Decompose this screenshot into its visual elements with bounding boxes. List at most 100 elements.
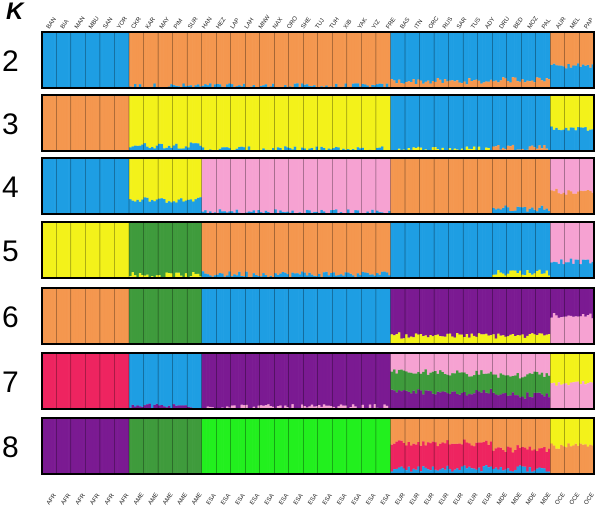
bar-k2-esa-orange	[264, 32, 268, 85]
bar-k4-mde-blue	[509, 211, 512, 214]
bar-k4-esa-pink	[354, 158, 358, 211]
bar-k4-esa-pink	[228, 158, 232, 212]
bar-k5-oce-pink	[584, 222, 588, 260]
bar-k7-esa-purple	[332, 353, 336, 407]
bar-k3-eur-blue	[434, 95, 437, 148]
bar-k5-ame-green	[165, 222, 169, 273]
bar-k6-ame-green	[175, 288, 178, 344]
bar-k7-ame-blue	[134, 353, 137, 407]
bar-k4-mde-orange	[531, 158, 534, 208]
bar-k7-eur-green	[390, 371, 394, 390]
bar-k8-eur-blue	[460, 466, 464, 474]
bar-k3-oce-yellow	[557, 95, 561, 130]
bar-k5-esa-blue	[371, 274, 374, 278]
bar-k7-mde-pink	[535, 353, 539, 372]
bar-k8-eur-orange	[393, 418, 396, 444]
bar-k7-mde-purple	[538, 392, 542, 409]
top-tick-label: BED	[513, 16, 525, 30]
bar-k4-afr-blue	[68, 158, 72, 214]
bar-k4-oce-pink	[577, 158, 580, 192]
bar-k5-afr-yellow	[73, 222, 77, 278]
bar-k8-mde-red	[548, 448, 551, 472]
bar-k7-oce-pink	[577, 381, 580, 409]
bar-k6-afr-orange	[100, 288, 103, 344]
bar-k6-afr-orange	[97, 288, 101, 344]
bar-k8-eur-red	[480, 442, 483, 472]
bar-k7-afr-red	[85, 353, 89, 409]
bar-k2-eur-orange	[441, 82, 445, 88]
bar-k4-oce-pink	[564, 158, 568, 195]
bar-k5-esa-orange	[213, 222, 217, 276]
bar-k6-mde-purple	[509, 288, 512, 335]
bar-k7-eur-purple	[453, 391, 457, 409]
bar-k2-ame-orange	[143, 32, 147, 88]
bar-k8-afr-purple	[124, 418, 128, 474]
bar-k3-eur-blue	[410, 95, 413, 150]
bar-k4-esa-blue	[230, 211, 234, 214]
bar-k8-mde-blue	[545, 471, 549, 474]
bar-k2-mde-orange	[518, 81, 522, 88]
bar-k6-ame-green	[155, 288, 159, 344]
bar-k6-esa-blue	[305, 288, 309, 344]
bar-k5-esa-orange	[373, 222, 377, 276]
bar-k6-mde-purple	[540, 288, 544, 334]
bar-k3-esa-yellow	[330, 95, 333, 150]
bar-k5-esa-blue	[213, 275, 217, 278]
bar-k8-eur-blue	[429, 470, 433, 474]
bar-k2-esa-blue	[334, 83, 338, 88]
bar-k7-eur-green	[397, 369, 401, 391]
bar-k4-eur-orange	[436, 158, 440, 214]
bar-k5-esa-orange	[245, 222, 249, 272]
bar-k5-mde-blue	[514, 222, 517, 271]
bar-k7-ame-blue	[163, 353, 166, 407]
bar-k7-esa-pink	[325, 405, 328, 409]
bar-k4-ame-yellow	[184, 158, 188, 201]
bar-k5-mde-blue	[504, 222, 508, 276]
bar-k7-eur-pink	[446, 353, 450, 375]
bar-k3-afr-orange	[71, 95, 74, 151]
bar-k7-eur-pink	[400, 353, 404, 370]
bar-k6-esa-blue	[264, 288, 268, 344]
bar-k2-ame-blue	[194, 85, 198, 88]
bar-k7-esa-pink	[354, 406, 358, 409]
bar-k5-esa-blue	[366, 272, 370, 278]
bar-k5-esa-orange	[356, 222, 360, 274]
bar-k3-eur-blue	[395, 95, 399, 151]
bar-k4-oce-orange	[552, 191, 556, 214]
bar-k4-afr-blue	[109, 158, 113, 214]
bar-k8-esa-lime	[315, 418, 319, 474]
bar-k5-ame-green	[180, 222, 183, 276]
bar-k2-eur-orange	[402, 83, 406, 88]
bar-k3-esa-yellow	[388, 95, 391, 151]
bar-k4-eur-orange	[458, 158, 462, 214]
bar-k6-eur-yellow	[407, 337, 411, 344]
bar-k3-esa-yellow	[368, 95, 372, 150]
panel-k2: 2	[2, 31, 595, 89]
bar-k2-ame-blue	[187, 85, 190, 88]
bar-k8-eur-orange	[417, 418, 420, 442]
bar-k5-oce-pink	[591, 222, 595, 262]
bar-k3-esa-blue	[337, 147, 341, 151]
bar-k8-eur-blue	[456, 468, 459, 474]
bar-k7-esa-purple	[366, 353, 370, 409]
bar-k5-esa-orange	[359, 222, 362, 276]
bar-k2-ame-orange	[167, 32, 171, 87]
bar-k2-afr-blue	[100, 32, 103, 88]
bar-k8-mde-red	[518, 447, 522, 466]
row-label-k2: 2	[2, 45, 19, 78]
bar-k7-eur-green	[393, 369, 396, 391]
bar-k6-esa-blue	[325, 288, 328, 344]
bar-k2-eur-orange	[468, 78, 471, 88]
bar-k8-ame-green	[182, 418, 186, 474]
bar-k8-eur-red	[470, 445, 474, 469]
bar-k4-ame-yellow	[170, 158, 174, 203]
bar-k8-afr-purple	[109, 418, 113, 474]
bar-k5-oce-blue	[572, 263, 575, 278]
bar-k5-ame-green	[167, 222, 171, 274]
bar-k8-mde-orange	[492, 418, 496, 451]
bar-k6-esa-blue	[296, 288, 299, 344]
bar-k2-ame-orange	[160, 32, 164, 88]
bar-k3-ame-blue	[175, 143, 178, 151]
bar-k7-afr-red	[51, 353, 55, 409]
bar-k3-esa-yellow	[337, 95, 341, 148]
